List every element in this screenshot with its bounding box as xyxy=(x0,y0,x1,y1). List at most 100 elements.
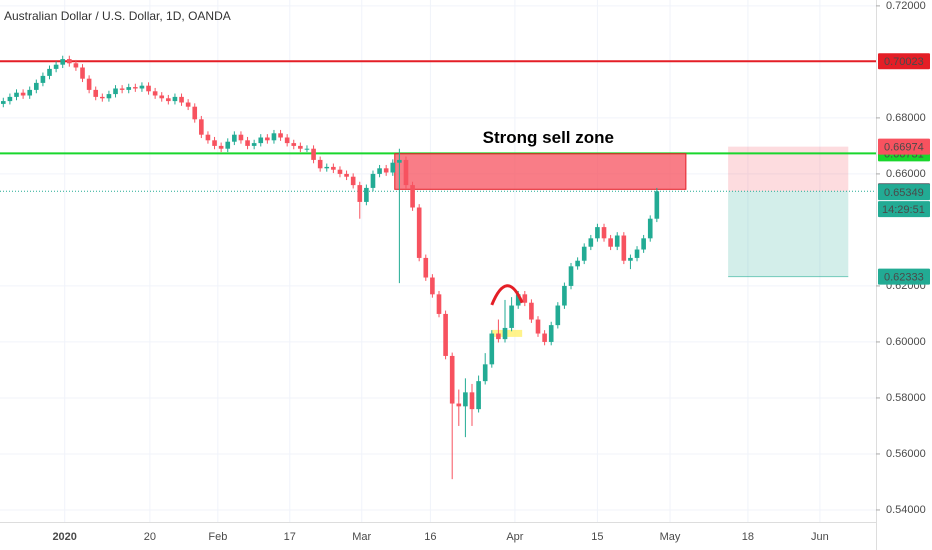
candle-body xyxy=(27,89,33,96)
candle-body xyxy=(575,260,580,267)
price-label-box xyxy=(878,268,930,285)
candle-body xyxy=(7,96,13,102)
level-label: 0.70023 xyxy=(884,56,924,68)
x-tick-label: 16 xyxy=(424,531,436,543)
price-label: 0.66974 xyxy=(884,142,924,154)
candle-body xyxy=(100,96,105,99)
chart-title: Australian Dollar / U.S. Dollar, 1D, OAN… xyxy=(4,9,231,23)
candle-body xyxy=(218,145,224,149)
candle-body xyxy=(555,305,561,326)
candle-body xyxy=(548,325,554,342)
candle-body xyxy=(377,168,382,174)
y-tick-label: 0.66000 xyxy=(886,168,926,180)
candle-body xyxy=(482,364,488,382)
candle-body xyxy=(205,134,211,141)
candle-body xyxy=(251,143,257,146)
candle-body xyxy=(370,173,376,188)
candle-body xyxy=(166,98,171,102)
candle-body xyxy=(410,185,415,208)
candle-body xyxy=(456,403,462,407)
candle-body xyxy=(489,333,495,365)
x-tick-label: Mar xyxy=(352,531,371,543)
candle-body xyxy=(542,333,547,342)
candle-body xyxy=(33,82,39,90)
candle-body xyxy=(515,294,521,306)
price-label: 0.62333 xyxy=(884,272,924,284)
candle-body xyxy=(383,168,389,173)
candle-body xyxy=(106,94,112,99)
candle-body xyxy=(179,96,184,103)
candle-body xyxy=(67,59,72,64)
y-tick-label: 0.54000 xyxy=(886,504,926,516)
candle-body xyxy=(364,187,369,202)
candle-body xyxy=(601,227,607,239)
candle-body xyxy=(463,392,468,407)
candle-body xyxy=(350,176,356,186)
x-tick-label: 18 xyxy=(742,531,754,543)
candle-body xyxy=(529,302,534,320)
candle-body xyxy=(225,141,231,149)
x-tick-label: Jun xyxy=(811,531,829,543)
y-tick-label: 0.58000 xyxy=(886,392,926,404)
candle-body xyxy=(423,257,429,278)
candle-body xyxy=(185,102,191,107)
candle-body xyxy=(172,96,178,102)
candle-body xyxy=(443,313,448,356)
candle-body xyxy=(93,89,99,97)
sell-zone xyxy=(394,153,687,190)
candle-body xyxy=(152,91,158,96)
candle-body xyxy=(621,235,627,261)
y-tick-label: 0.68000 xyxy=(886,112,926,124)
candle-body xyxy=(476,381,481,410)
candle-body xyxy=(522,294,528,303)
candle-body xyxy=(139,85,145,89)
candle-body xyxy=(430,277,435,295)
candle-body xyxy=(238,134,244,141)
candle-body xyxy=(40,75,46,83)
candle-body xyxy=(291,143,297,146)
candle-body xyxy=(344,173,349,177)
x-tick-label: May xyxy=(660,531,681,543)
candle-body xyxy=(647,218,653,239)
x-tick-label: 15 xyxy=(591,531,603,543)
candle-body xyxy=(14,92,19,97)
candle-body xyxy=(331,166,336,170)
x-tick-label: Apr xyxy=(506,531,523,543)
candle-body xyxy=(73,63,79,68)
candle-body xyxy=(324,166,330,169)
candle-body xyxy=(199,119,204,135)
y-tick-label: 0.72000 xyxy=(886,0,926,12)
candle-body xyxy=(304,148,310,150)
arc-drawing xyxy=(490,284,524,306)
x-tick-label: 2020 xyxy=(52,531,76,543)
candle-body xyxy=(449,355,455,404)
x-tick-label: Feb xyxy=(208,531,227,543)
target-zone xyxy=(728,191,849,277)
candle-body xyxy=(654,191,660,219)
candle-body xyxy=(390,162,396,173)
candle-body xyxy=(311,148,316,160)
candle-body xyxy=(133,87,138,89)
candle-body xyxy=(628,257,633,261)
candle-body xyxy=(436,294,442,314)
candle-body xyxy=(595,227,600,239)
candle-body xyxy=(562,285,567,306)
price-label-box xyxy=(878,138,930,155)
candle-body xyxy=(265,137,270,141)
candle-body xyxy=(608,238,613,247)
candle-body xyxy=(80,67,85,79)
candle-body xyxy=(641,238,646,250)
x-tick-label: 20 xyxy=(144,531,156,543)
candle-body xyxy=(258,137,264,144)
candle-body xyxy=(53,64,59,69)
candle-body xyxy=(357,185,363,202)
annotation: Strong sell zone xyxy=(483,128,614,147)
y-tick-label: 0.56000 xyxy=(886,448,926,460)
candle-body xyxy=(0,101,6,104)
candle-body xyxy=(20,92,26,96)
candle-body xyxy=(159,95,165,99)
candle-body xyxy=(126,87,132,90)
candle-body xyxy=(298,145,303,149)
